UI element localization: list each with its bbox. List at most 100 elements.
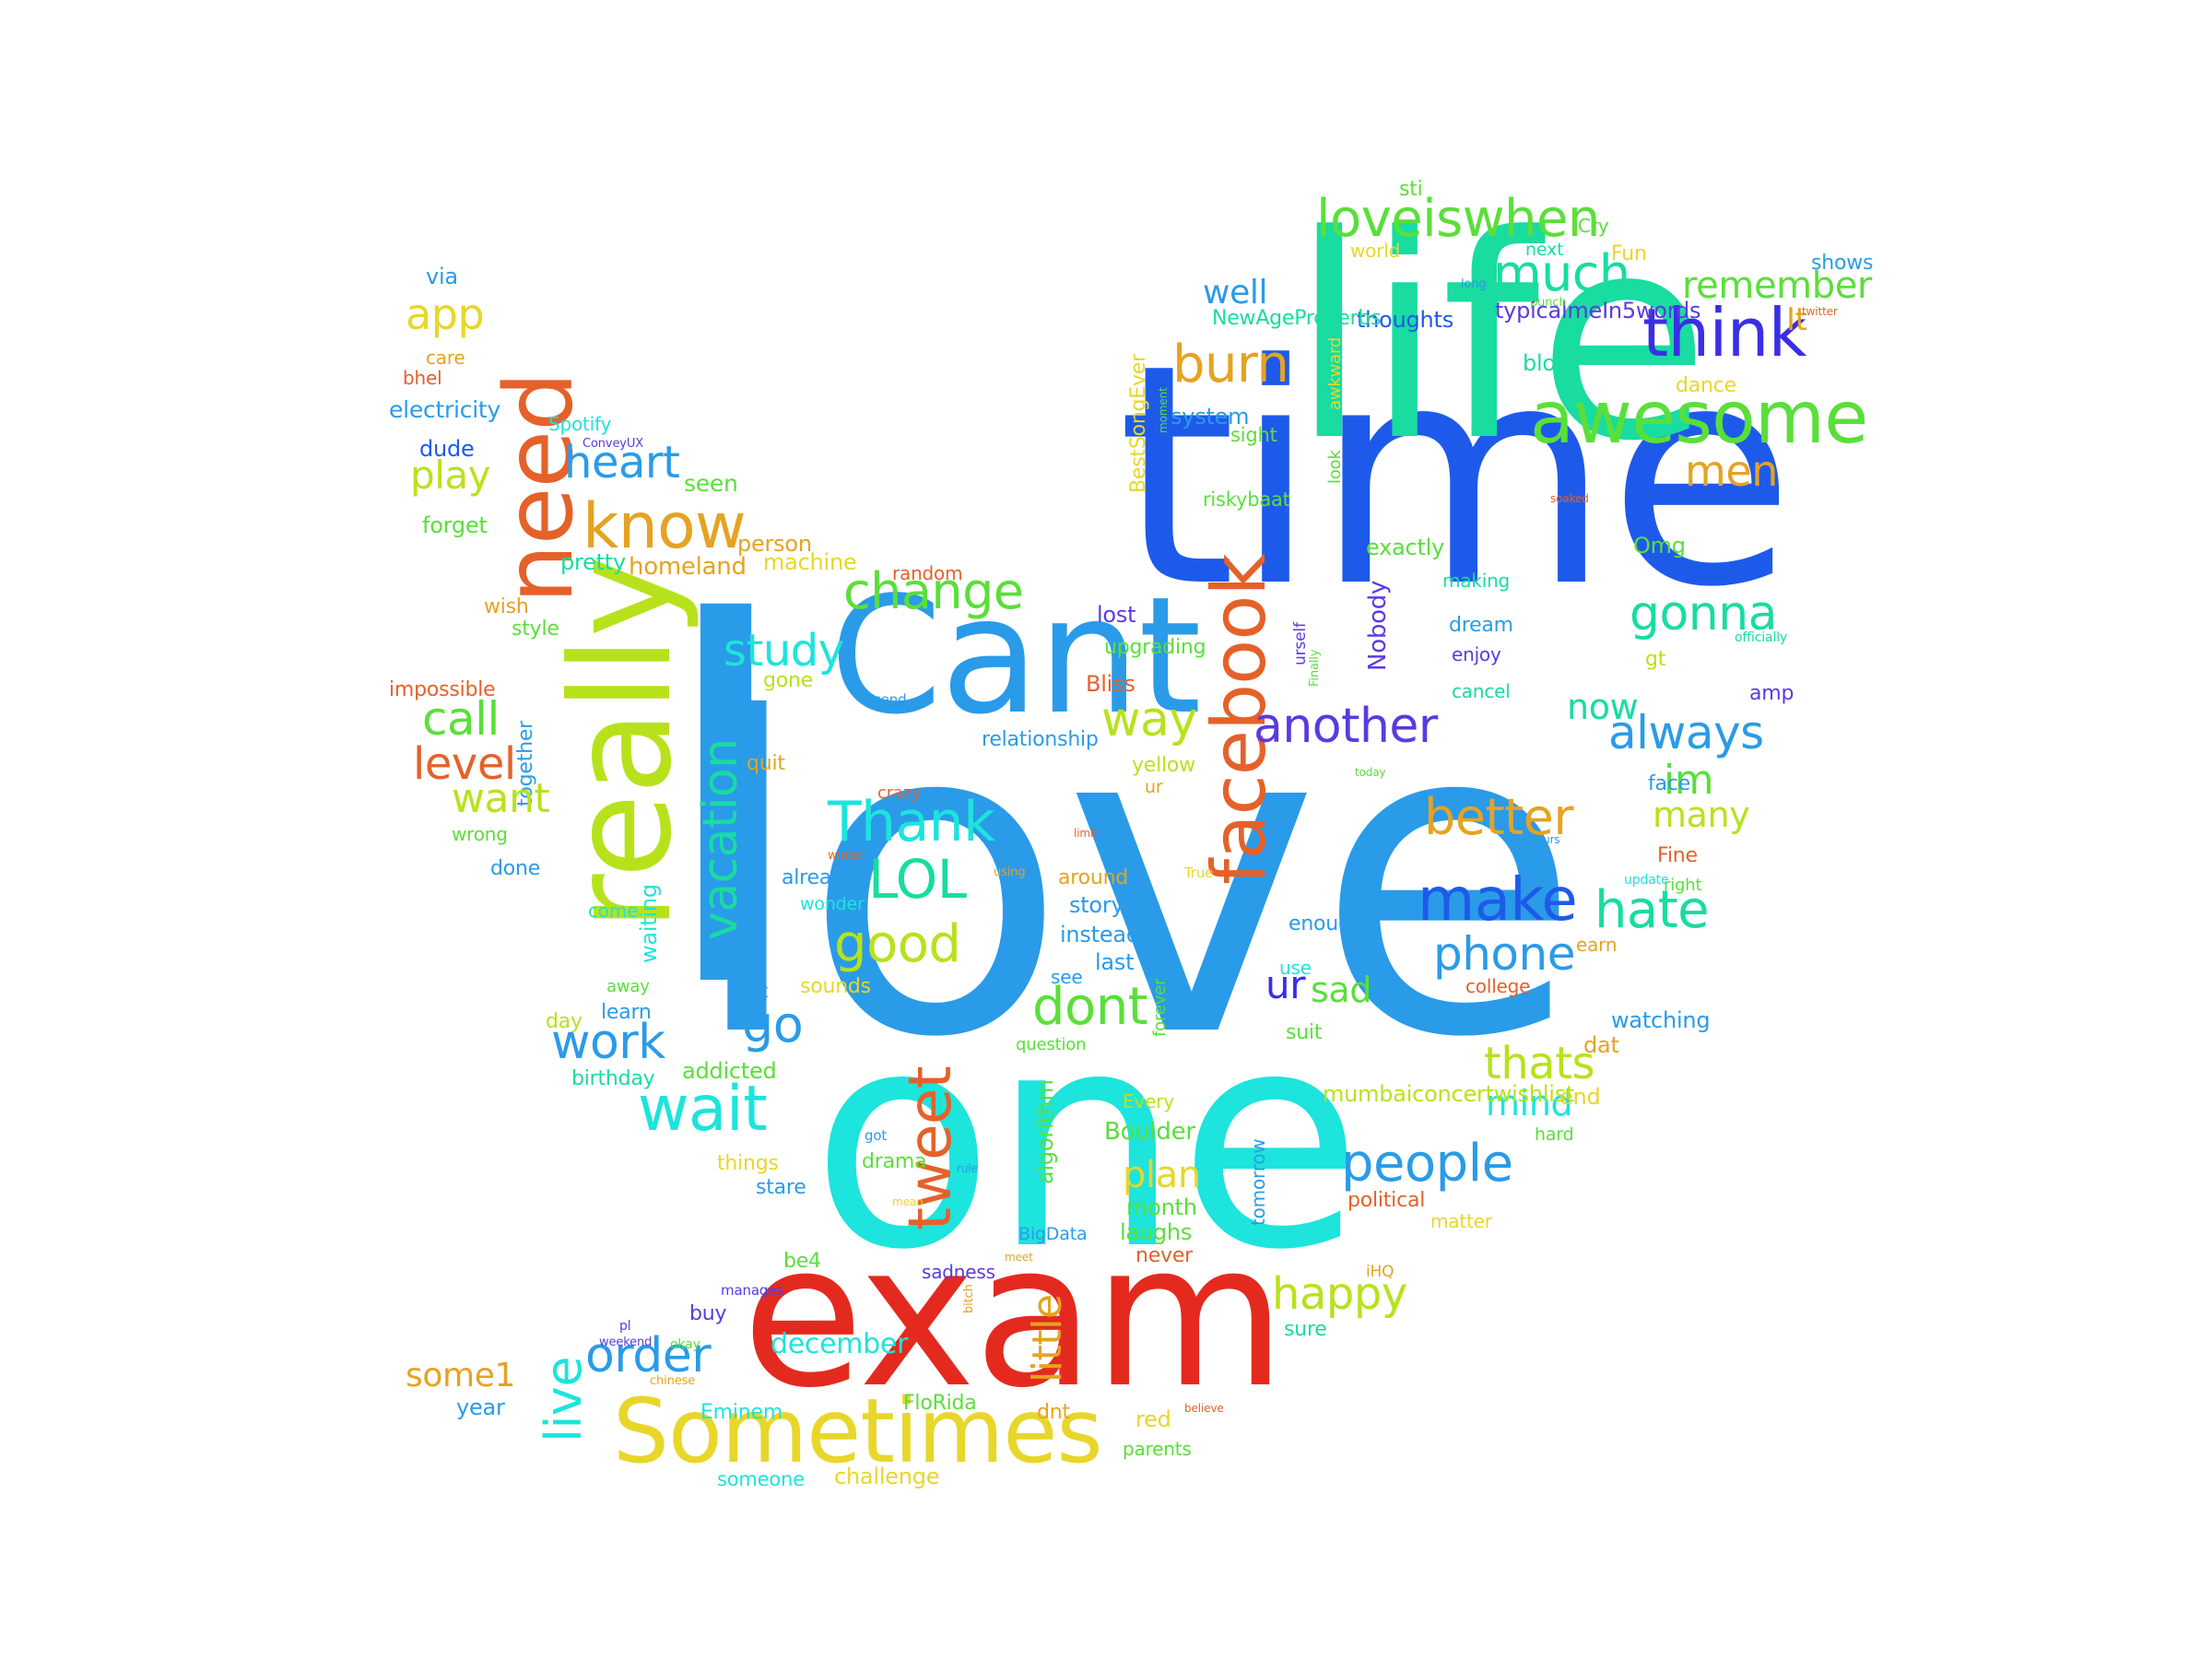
word: gone — [763, 669, 814, 692]
word: done — [490, 857, 541, 880]
word: blog — [1523, 350, 1570, 376]
word: riskybaat — [1203, 488, 1290, 511]
word: limit — [1074, 827, 1098, 840]
word: sadness — [922, 1261, 995, 1283]
word: loveiswhen — [1316, 189, 1600, 249]
word: much — [1493, 244, 1630, 302]
word: phone — [1433, 927, 1575, 981]
word: thats — [1484, 1038, 1595, 1089]
word: ur — [1145, 777, 1163, 797]
word: wonder — [800, 894, 865, 914]
word: waiting — [636, 884, 662, 963]
word: seen — [684, 470, 738, 497]
word: lost — [1097, 602, 1136, 628]
word: person — [737, 531, 812, 557]
word: way — [1101, 692, 1197, 747]
word: dance — [1676, 374, 1736, 397]
word: soaked — [1550, 492, 1589, 505]
word: style — [512, 618, 559, 641]
word: forget — [422, 512, 488, 538]
word: Fine — [1657, 844, 1698, 867]
word: red — [1135, 1406, 1171, 1432]
word: pl — [619, 1319, 631, 1334]
word: random — [892, 562, 963, 584]
word: stare — [756, 1176, 806, 1199]
word: things — [717, 1152, 779, 1175]
word: order — [585, 1328, 712, 1383]
word: officially — [1735, 630, 1788, 645]
word: always — [1608, 706, 1764, 759]
word: story — [1069, 892, 1124, 918]
word: enough — [1288, 912, 1364, 935]
word: go — [742, 995, 804, 1053]
word: punch — [1530, 296, 1567, 310]
word: better — [1424, 788, 1574, 846]
word: Sometimes — [613, 1380, 1102, 1483]
word: ur — [1265, 962, 1306, 1007]
word: people — [1341, 1134, 1513, 1194]
word: parents — [1123, 1438, 1192, 1460]
word: around — [1058, 866, 1129, 889]
word: gt — [1645, 648, 1666, 671]
word: end — [1559, 1084, 1601, 1110]
word: dnt — [1037, 1401, 1070, 1424]
word: wrong — [452, 823, 508, 845]
word: ConveyUX — [582, 437, 644, 451]
word: birthday — [571, 1067, 655, 1090]
word: typicalmeIn5words — [1495, 298, 1701, 324]
word: Thank — [828, 790, 995, 854]
word: impossible — [389, 678, 496, 701]
word: already — [782, 866, 856, 889]
word: system — [1171, 404, 1250, 429]
word: watching — [1611, 1007, 1711, 1033]
word: month — [1126, 1194, 1197, 1220]
word: remember — [1682, 265, 1872, 307]
word: december — [771, 1328, 909, 1360]
word: last — [1095, 949, 1135, 975]
word: work — [551, 1015, 665, 1070]
word: question — [1016, 1035, 1087, 1054]
word: challenge — [834, 1464, 940, 1489]
word: relationship — [982, 728, 1099, 751]
word: earn — [1576, 934, 1618, 956]
word: dat — [1583, 1032, 1619, 1058]
word: now — [1567, 687, 1639, 727]
word: twitter — [1802, 305, 1838, 318]
word: some1 — [406, 1357, 516, 1394]
word: believe — [1184, 1402, 1224, 1415]
word: homeland — [629, 553, 747, 581]
word: dream — [1449, 614, 1513, 637]
word: awesome — [1530, 377, 1868, 460]
word: Nobody — [1364, 580, 1392, 671]
word: amp — [1749, 682, 1794, 705]
word: well — [1203, 274, 1268, 312]
word: dont — [1032, 977, 1148, 1037]
word: happy — [1272, 1268, 1407, 1320]
word: Cry — [1578, 215, 1609, 237]
word: next — [1525, 240, 1564, 260]
word: good — [834, 914, 961, 974]
word: mean — [892, 1195, 924, 1208]
word: wait — [638, 1073, 768, 1146]
word: political — [1347, 1189, 1426, 1212]
word: sure — [1284, 1318, 1327, 1341]
word: urself — [1291, 622, 1310, 665]
word: sight — [1230, 424, 1277, 446]
word: call — [422, 692, 500, 746]
word: got — [865, 1127, 888, 1144]
word: Finally — [1308, 649, 1322, 687]
word: crazy — [877, 783, 922, 803]
word: hard — [1535, 1124, 1574, 1145]
word: update — [1624, 873, 1669, 888]
word: electricity — [389, 396, 501, 423]
word: look — [1325, 450, 1345, 484]
word: thoughts — [1357, 307, 1453, 333]
word: year — [456, 1394, 505, 1420]
word: sti — [1399, 178, 1423, 201]
word: someone — [717, 1468, 805, 1490]
word: iHQ — [1366, 1263, 1394, 1281]
word: think — [1642, 294, 1806, 371]
word: via — [426, 264, 458, 289]
word: little — [1024, 1294, 1071, 1382]
word: never — [1135, 1244, 1193, 1267]
